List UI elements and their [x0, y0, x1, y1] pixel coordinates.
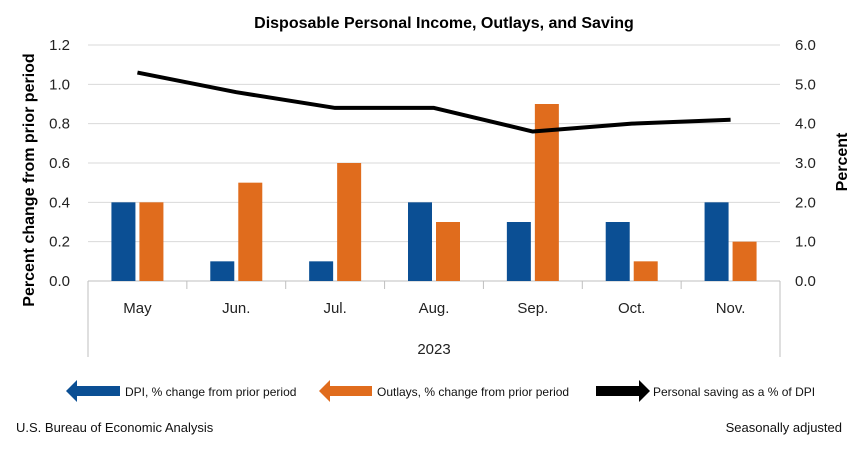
category-labels: May Jun. Jul. Aug. Sep. Oct. Nov.: [123, 300, 745, 317]
bar-dpi-6: [705, 202, 729, 281]
right-tick-label: 5.0: [795, 76, 816, 93]
left-axis-ticks: 0.0 0.2 0.4 0.6 0.8 1.0 1.2: [49, 37, 70, 290]
legend-label-dpi: DPI, % change from prior period: [125, 385, 296, 399]
legend-swatch-outlays: [319, 380, 372, 402]
bar-outlays-0: [139, 202, 163, 281]
source-note: U.S. Bureau of Economic Analysis: [16, 420, 214, 435]
category-label: May: [123, 300, 152, 317]
bar-dpi-3: [408, 202, 432, 281]
bar-outlays-3: [436, 222, 460, 281]
bar-dpi-2: [309, 261, 333, 281]
right-tick-label: 6.0: [795, 37, 816, 54]
category-label: Nov.: [716, 300, 746, 317]
legend-swatch-saving: [596, 380, 650, 402]
year-label: 2023: [417, 341, 450, 358]
left-axis-title: Percent change from prior period: [21, 53, 38, 306]
right-tick-label: 3.0: [795, 155, 816, 172]
legend-item-dpi: DPI, % change from prior period: [66, 380, 296, 402]
legend-label-saving: Personal saving as a % of DPI: [653, 385, 815, 399]
right-axis-ticks: 0.0 1.0 2.0 3.0 4.0 5.0 6.0: [795, 37, 816, 290]
left-tick-label: 0.6: [49, 155, 70, 172]
bar-dpi-0: [111, 202, 135, 281]
left-tick-label: 0.8: [49, 116, 70, 133]
bar-dpi-4: [507, 222, 531, 281]
left-tick-label: 0.4: [49, 194, 70, 211]
right-tick-label: 4.0: [795, 116, 816, 133]
left-tick-label: 0.0: [49, 273, 70, 290]
left-tick-label: 1.2: [49, 37, 70, 54]
category-label: Jun.: [222, 300, 250, 317]
bar-outlays-1: [238, 183, 262, 281]
bar-outlays-2: [337, 163, 361, 281]
right-tick-label: 0.0: [795, 273, 816, 290]
legend-item-outlays: Outlays, % change from prior period: [319, 380, 569, 402]
category-label: Aug.: [419, 300, 450, 317]
right-axis-title: Percent: [834, 132, 851, 191]
left-tick-label: 0.2: [49, 234, 70, 251]
bar-outlays-6: [733, 242, 757, 281]
bar-dpi-1: [210, 261, 234, 281]
seasonal-note: Seasonally adjusted: [726, 420, 842, 435]
legend: DPI, % change from prior period Outlays,…: [66, 380, 815, 402]
category-label: Oct.: [618, 300, 646, 317]
legend-item-saving: Personal saving as a % of DPI: [596, 380, 815, 402]
bar-outlays-5: [634, 261, 658, 281]
chart-title: Disposable Personal Income, Outlays, and…: [254, 15, 634, 32]
left-tick-label: 1.0: [49, 76, 70, 93]
line-series: [137, 72, 730, 131]
category-label: Sep.: [517, 300, 548, 317]
right-tick-label: 2.0: [795, 194, 816, 211]
legend-swatch-dpi: [66, 380, 120, 402]
bar-series: [111, 104, 756, 281]
legend-label-outlays: Outlays, % change from prior period: [377, 385, 569, 399]
saving-rate-line: [137, 73, 730, 132]
bar-dpi-5: [606, 222, 630, 281]
right-tick-label: 1.0: [795, 234, 816, 251]
category-label: Jul.: [323, 300, 346, 317]
